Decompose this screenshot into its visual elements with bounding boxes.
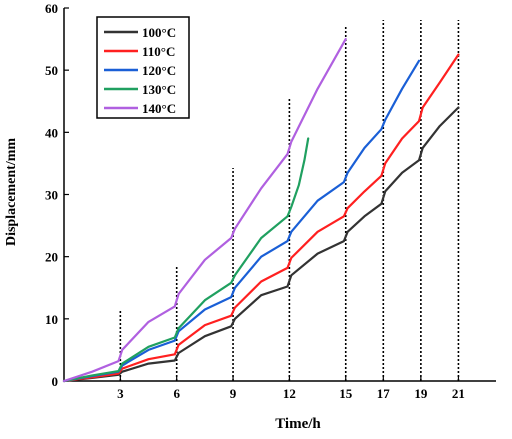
series-line-100°C [62, 106, 460, 383]
y-tick-label: 60 [45, 1, 58, 16]
series-line-130°C [62, 137, 310, 383]
legend-label: 130°C [142, 82, 176, 97]
x-tick-label: 21 [452, 386, 465, 401]
x-axis-label: Time/h [275, 416, 321, 432]
y-tick-label: 20 [45, 250, 58, 265]
x-tick-label: 3 [117, 386, 124, 401]
x-tick-label: 19 [414, 386, 428, 401]
series-line-140°C [62, 37, 347, 383]
y-tick-label: 0 [52, 374, 59, 389]
series-lines [62, 37, 460, 383]
x-tick-label: 12 [283, 386, 296, 401]
y-axis-label: Displacement/mm [4, 138, 19, 246]
legend-label: 120°C [142, 63, 176, 78]
y-tick-label: 40 [45, 125, 58, 140]
legend-box [96, 16, 190, 119]
legend-label: 110°C [142, 44, 175, 59]
legend-label: 140°C [142, 101, 176, 116]
x-axis-ticks: 3 6 9 12 15 17 19 21 [117, 376, 465, 401]
legend-label: 100°C [142, 25, 176, 40]
x-tick-label: 9 [230, 386, 237, 401]
y-tick-label: 30 [45, 188, 58, 203]
series-line-110°C [62, 53, 460, 383]
legend: 100°C 110°C 120°C 130°C 140°C [96, 16, 190, 119]
x-tick-label: 15 [339, 386, 353, 401]
y-tick-label: 50 [45, 63, 58, 78]
y-tick-label: 10 [45, 312, 58, 327]
y-axis-ticks: 0 10 20 30 40 50 60 [45, 1, 69, 389]
x-tick-label: 17 [377, 386, 391, 401]
x-tick-label: 6 [173, 386, 180, 401]
series-line-120°C [62, 59, 421, 383]
